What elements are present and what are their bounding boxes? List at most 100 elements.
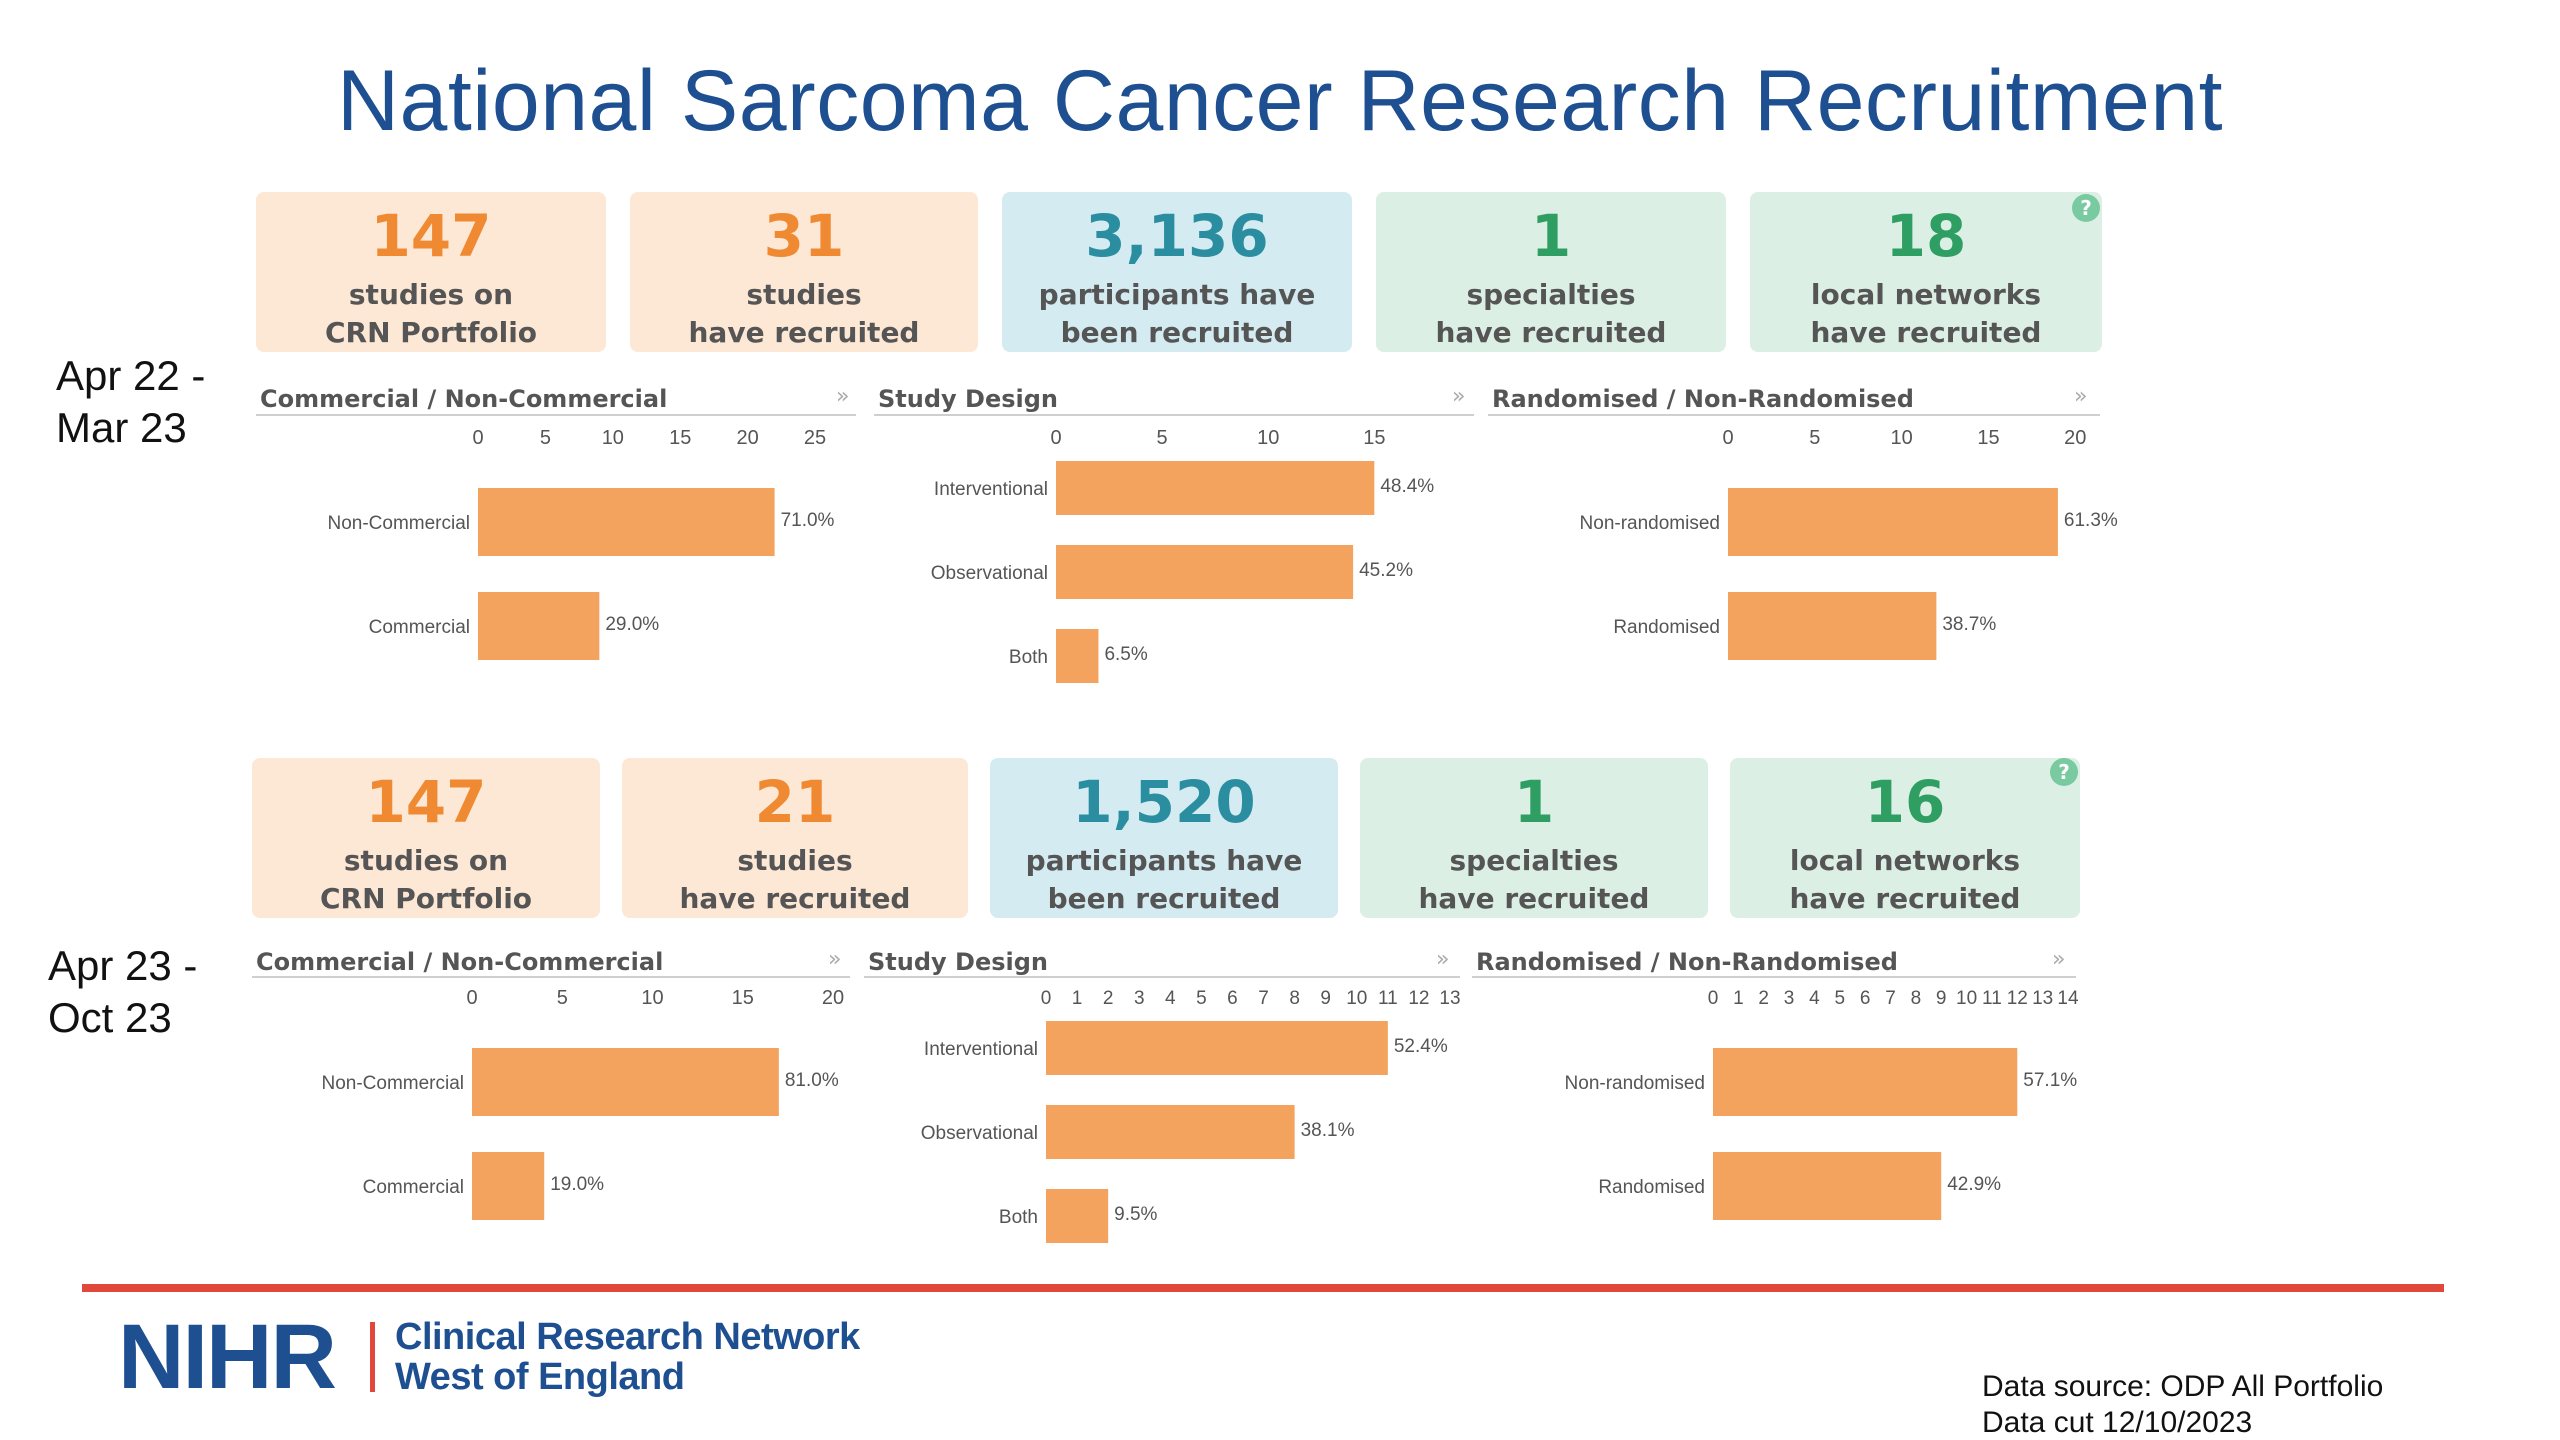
category-label: Observational <box>931 563 1048 584</box>
axis-tick-label: 0 <box>472 427 483 449</box>
axis-tick-label: 1 <box>1072 988 1083 1009</box>
axis-tick-label: 11 <box>1378 988 1398 1009</box>
axis-tick-label: 20 <box>737 427 759 449</box>
chart-divider <box>1472 976 2076 978</box>
axis-tick-label: 7 <box>1258 988 1269 1009</box>
help-icon[interactable]: ? <box>2072 194 2100 222</box>
page-title: National Sarcoma Cancer Research Recruit… <box>336 53 2224 149</box>
axis-tick-label: 3 <box>1784 988 1795 1009</box>
axis-tick-label: 7 <box>1885 988 1896 1009</box>
axis-tick-label: 15 <box>669 427 691 449</box>
axis-tick-label: 5 <box>1196 988 1207 1009</box>
data-label: 61.3% <box>2064 510 2118 531</box>
axis-tick-label: 9 <box>1320 988 1331 1009</box>
period-label-1: Apr 22 - Mar 23 <box>56 352 206 451</box>
logo-subtitle-line2: West of England <box>395 1356 685 1398</box>
help-icon[interactable]: ? <box>2050 758 2078 786</box>
data-label: 38.1% <box>1301 1120 1355 1141</box>
kpi-studies-on-portfolio: 147 studies on CRN Portfolio <box>252 758 600 918</box>
bar <box>1713 1048 2018 1116</box>
nihr-logo: NIHR <box>118 1306 337 1408</box>
axis-tick-label: 11 <box>1982 988 2002 1009</box>
category-label: Commercial <box>369 617 470 638</box>
axis-tick-label: 15 <box>732 987 754 1009</box>
axis-tick-label: 10 <box>602 427 624 449</box>
category-label: Non-randomised <box>1565 1073 1705 1094</box>
bar-chart-commercial-2: 0 5 10 15 20 Non-Commercial 81.0% Commercial 19.… <box>321 987 844 1220</box>
chart-divider <box>256 414 856 416</box>
category-label: Randomised <box>1613 617 1720 638</box>
axis-tick-label: 0 <box>1722 427 1733 449</box>
bar <box>1713 1152 1942 1220</box>
bar <box>472 1048 779 1116</box>
footer-divider <box>82 1284 2444 1292</box>
data-cut-date: Data cut 12/10/2023 <box>1982 1406 2253 1439</box>
data-label: 52.4% <box>1394 1036 1448 1057</box>
category-label: Observational <box>921 1123 1038 1144</box>
bar <box>1046 1105 1295 1159</box>
category-label: Both <box>999 1207 1038 1228</box>
expand-icon[interactable]: » <box>828 947 842 972</box>
axis-tick-label: 10 <box>1257 427 1279 449</box>
expand-icon[interactable]: » <box>2074 384 2088 409</box>
axis-tick-label: 1 <box>1733 988 1744 1009</box>
axis-tick-label: 5 <box>1834 988 1845 1009</box>
kpi-specialties-recruited: 1 specialties have recruited <box>1376 192 1726 352</box>
axis-tick-label: 5 <box>540 427 551 449</box>
axis-tick-label: 20 <box>822 987 844 1009</box>
axis-tick-label: 10 <box>641 987 663 1009</box>
axis-tick-label: 6 <box>1227 988 1238 1009</box>
axis-tick-label: 2 <box>1758 988 1769 1009</box>
category-label: Interventional <box>934 479 1048 500</box>
chart-title: Study Design <box>878 385 1058 413</box>
logo-separator <box>370 1322 375 1392</box>
axis-tick-label: 0 <box>1041 988 1052 1009</box>
axis-tick-label: 9 <box>1936 988 1947 1009</box>
axis-tick-label: 20 <box>2064 427 2086 449</box>
kpi-participants-recruited: 1,520 participants have been recruited <box>990 758 1338 918</box>
expand-icon[interactable]: » <box>2052 947 2066 972</box>
bar <box>478 592 600 660</box>
logo-subtitle-line1: Clinical Research Network <box>395 1316 860 1358</box>
axis-tick-label: 14 <box>2057 988 2079 1009</box>
axis-tick-label: 8 <box>1289 988 1300 1009</box>
chart-title: Commercial / Non-Commercial <box>260 385 668 413</box>
axis-tick-label: 10 <box>1346 988 1367 1009</box>
axis-tick-label: 0 <box>466 987 477 1009</box>
data-label: 48.4% <box>1380 476 1434 497</box>
axis-tick-label: 2 <box>1103 988 1114 1009</box>
kpi-local-networks-recruited: 16 local networks have recruited <box>1730 758 2080 918</box>
axis-tick-label: 8 <box>1911 988 1922 1009</box>
bar <box>478 488 775 556</box>
bar <box>1046 1189 1109 1243</box>
chart-title: Study Design <box>868 948 1048 976</box>
data-label: 19.0% <box>550 1174 604 1195</box>
period-label-2: Apr 23 - Oct 23 <box>48 942 198 1041</box>
chart-title: Randomised / Non-Randomised <box>1492 385 1914 413</box>
axis-tick-label: 5 <box>1809 427 1820 449</box>
expand-icon[interactable]: » <box>1452 384 1466 409</box>
category-label: Non-Commercial <box>327 513 470 534</box>
axis-tick-label: 5 <box>1157 427 1168 449</box>
data-label: 38.7% <box>1942 614 1996 635</box>
axis-tick-label: 6 <box>1860 988 1871 1009</box>
axis-tick-label: 15 <box>1977 427 1999 449</box>
data-label: 9.5% <box>1114 1204 1157 1225</box>
expand-icon[interactable]: » <box>1436 947 1450 972</box>
data-source: Data source: ODP All Portfolio <box>1982 1370 2384 1403</box>
bar <box>1728 592 1937 660</box>
axis-tick-label: 13 <box>2032 988 2053 1009</box>
data-label: 81.0% <box>785 1070 839 1091</box>
bar <box>1728 488 2058 556</box>
chart-divider <box>864 976 1460 978</box>
axis-tick-label: 4 <box>1165 988 1176 1009</box>
expand-icon[interactable]: » <box>836 384 850 409</box>
bar <box>1056 545 1354 599</box>
category-label: Interventional <box>924 1039 1038 1060</box>
axis-tick-label: 13 <box>1439 988 1460 1009</box>
chart-title: Randomised / Non-Randomised <box>1476 948 1898 976</box>
axis-tick-label: 15 <box>1363 427 1385 449</box>
kpi-studies-on-portfolio: 147 studies on CRN Portfolio <box>256 192 606 352</box>
axis-tick-label: 0 <box>1050 427 1061 449</box>
